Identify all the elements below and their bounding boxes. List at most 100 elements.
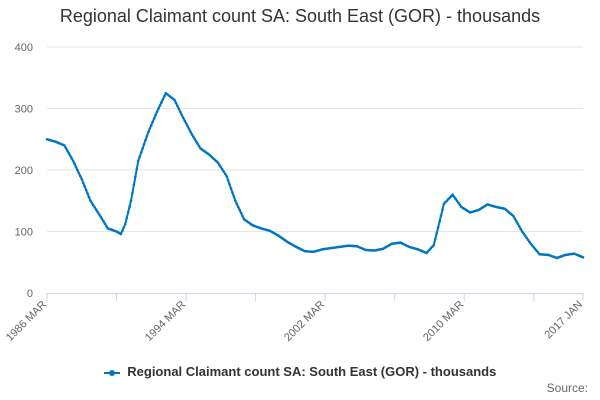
data-point[interactable] bbox=[187, 127, 191, 131]
data-point[interactable] bbox=[229, 187, 233, 190]
data-point[interactable] bbox=[228, 183, 231, 186]
data-point[interactable] bbox=[535, 249, 538, 253]
data-point[interactable] bbox=[223, 172, 227, 176]
data-point[interactable] bbox=[89, 199, 92, 203]
data-point[interactable] bbox=[239, 211, 243, 215]
data-point[interactable] bbox=[92, 203, 95, 207]
data-point[interactable] bbox=[126, 211, 130, 214]
data-point[interactable] bbox=[65, 149, 69, 152]
data-point[interactable] bbox=[192, 135, 195, 138]
data-point[interactable] bbox=[222, 170, 226, 173]
data-point[interactable] bbox=[184, 121, 188, 125]
data-point[interactable] bbox=[441, 208, 444, 212]
data-point[interactable] bbox=[152, 117, 156, 120]
data-point[interactable] bbox=[128, 205, 131, 208]
data-point[interactable] bbox=[513, 217, 517, 220]
data-point[interactable] bbox=[517, 225, 521, 228]
data-point[interactable] bbox=[516, 222, 520, 226]
data-point[interactable] bbox=[150, 123, 153, 127]
data-point[interactable] bbox=[523, 234, 527, 237]
data-point[interactable] bbox=[451, 193, 454, 196]
data-point[interactable] bbox=[157, 107, 160, 110]
data-point[interactable] bbox=[522, 232, 525, 235]
data-point[interactable] bbox=[173, 98, 176, 102]
data-point[interactable] bbox=[122, 226, 126, 229]
data-point[interactable] bbox=[74, 165, 78, 169]
data-point[interactable] bbox=[235, 202, 239, 206]
data-point[interactable] bbox=[134, 175, 137, 179]
data-point[interactable] bbox=[67, 151, 71, 155]
data-point[interactable] bbox=[520, 230, 524, 233]
data-point[interactable] bbox=[83, 185, 86, 188]
data-point[interactable] bbox=[154, 113, 157, 117]
data-point[interactable] bbox=[77, 171, 81, 175]
data-point[interactable] bbox=[528, 240, 531, 244]
data-point[interactable] bbox=[84, 188, 88, 192]
data-point[interactable] bbox=[433, 237, 437, 241]
data-point[interactable] bbox=[178, 110, 182, 114]
data-point[interactable] bbox=[531, 244, 534, 247]
data-point[interactable] bbox=[241, 214, 244, 218]
data-point[interactable] bbox=[145, 134, 149, 138]
data-point[interactable] bbox=[533, 247, 537, 251]
data-point[interactable] bbox=[526, 238, 530, 241]
data-point[interactable] bbox=[176, 104, 179, 108]
data-point[interactable] bbox=[96, 210, 99, 214]
data-point[interactable] bbox=[197, 144, 201, 148]
data-point[interactable] bbox=[79, 174, 82, 178]
data-point[interactable] bbox=[512, 214, 515, 218]
data-point[interactable] bbox=[129, 199, 133, 203]
legend[interactable]: Regional Claimant count SA: South East (… bbox=[0, 364, 600, 379]
data-point[interactable] bbox=[581, 256, 585, 259]
data-point[interactable] bbox=[234, 199, 237, 203]
data-point[interactable] bbox=[536, 251, 540, 254]
data-point[interactable] bbox=[81, 181, 85, 185]
data-point[interactable] bbox=[138, 155, 142, 158]
data-point[interactable] bbox=[121, 229, 124, 232]
data-point[interactable] bbox=[218, 163, 221, 167]
data-point[interactable] bbox=[455, 199, 459, 203]
data-point[interactable] bbox=[80, 177, 84, 181]
data-point[interactable] bbox=[87, 195, 91, 199]
data-point[interactable] bbox=[452, 195, 456, 198]
data-point[interactable] bbox=[135, 167, 139, 171]
data-point[interactable] bbox=[142, 142, 146, 146]
data-point[interactable] bbox=[155, 110, 159, 113]
data-point[interactable] bbox=[436, 226, 440, 229]
data-point[interactable] bbox=[100, 217, 104, 221]
data-point[interactable] bbox=[457, 201, 460, 205]
data-point[interactable] bbox=[136, 159, 140, 163]
data-point[interactable] bbox=[63, 144, 66, 147]
data-point[interactable] bbox=[515, 219, 518, 223]
data-point[interactable] bbox=[193, 137, 197, 141]
data-point[interactable] bbox=[231, 191, 234, 194]
data-point[interactable] bbox=[432, 243, 436, 247]
data-point[interactable] bbox=[131, 191, 134, 195]
data-point[interactable] bbox=[139, 151, 143, 154]
data-point[interactable] bbox=[196, 142, 199, 146]
data-point[interactable] bbox=[532, 245, 536, 249]
data-point[interactable] bbox=[86, 192, 89, 195]
data-point[interactable] bbox=[186, 124, 189, 128]
data-point[interactable] bbox=[439, 214, 443, 217]
data-point[interactable] bbox=[161, 97, 165, 101]
data-point[interactable] bbox=[125, 216, 128, 220]
data-point[interactable] bbox=[180, 113, 184, 117]
data-point[interactable] bbox=[73, 162, 76, 166]
data-point[interactable] bbox=[99, 215, 102, 218]
data-point[interactable] bbox=[219, 165, 223, 169]
data-point[interactable] bbox=[236, 205, 240, 209]
data-point[interactable] bbox=[70, 156, 73, 160]
data-point[interactable] bbox=[163, 94, 166, 98]
data-point[interactable] bbox=[93, 206, 97, 209]
data-point[interactable] bbox=[64, 146, 68, 150]
data-point[interactable] bbox=[220, 168, 224, 171]
data-point[interactable] bbox=[225, 174, 228, 178]
data-point[interactable] bbox=[181, 116, 185, 120]
data-point[interactable] bbox=[232, 195, 236, 198]
data-point[interactable] bbox=[148, 127, 152, 130]
data-point[interactable] bbox=[76, 168, 79, 172]
data-point[interactable] bbox=[189, 130, 192, 133]
data-point[interactable] bbox=[160, 101, 163, 104]
data-point[interactable] bbox=[174, 101, 178, 105]
